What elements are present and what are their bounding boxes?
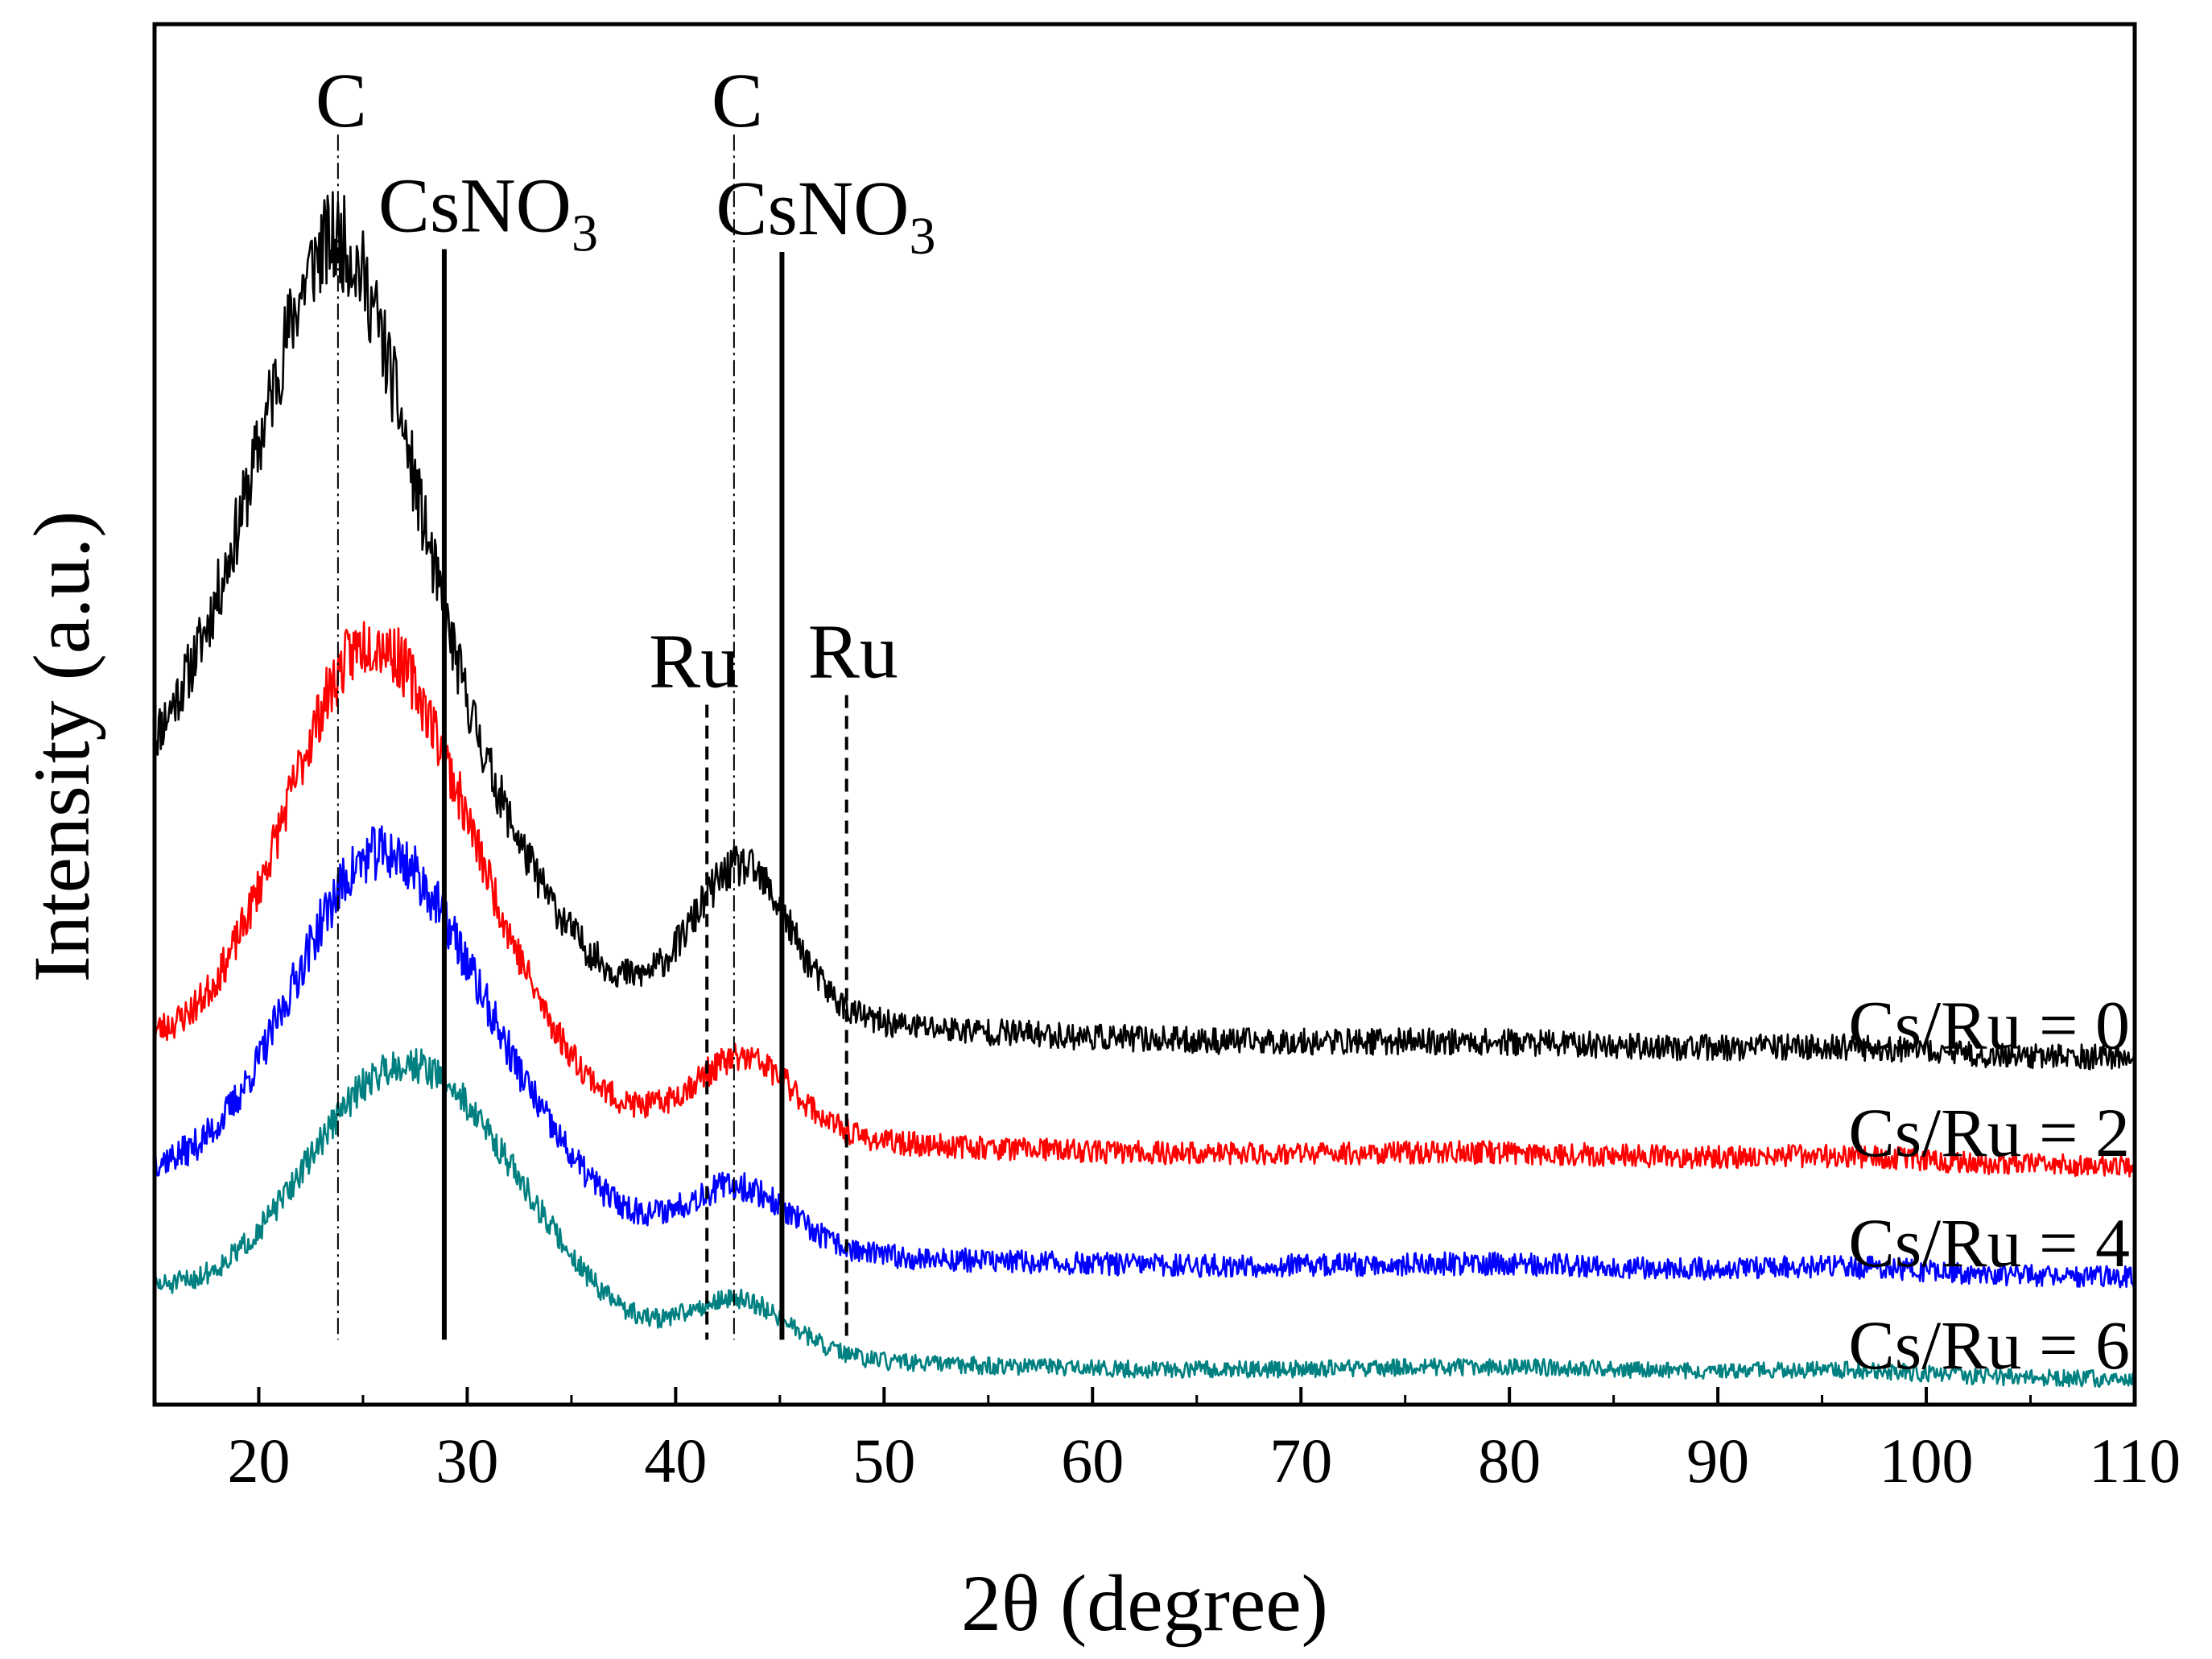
- x-axis-ticks: 20 30 40 50 60 70 80 90 100 110: [153, 1387, 2181, 1496]
- x-tick-label-30: 30: [435, 1426, 498, 1496]
- series-label-4: Cs/Ru = 6: [1848, 1306, 2130, 1384]
- reference-label-c-2: C: [712, 57, 763, 143]
- reference-label-csno3-3: CsNO3: [378, 163, 598, 263]
- x-tick-label-80: 80: [1478, 1426, 1541, 1496]
- x-tick-label-60: 60: [1061, 1426, 1124, 1496]
- reference-label-csno3-4: CsNO3: [716, 165, 935, 266]
- series-label-3: Cs/Ru = 4: [1848, 1204, 2130, 1281]
- x-tick-label-20: 20: [227, 1426, 290, 1496]
- x-tick-label-70: 70: [1269, 1426, 1332, 1496]
- x-tick-label-50: 50: [852, 1426, 915, 1496]
- series-line-4: [153, 1048, 2136, 1389]
- x-axis-title: 2θ (degree): [961, 1558, 1328, 1648]
- x-tick-label-110: 110: [2089, 1426, 2181, 1496]
- y-axis-title: Intensity (a.u.): [17, 511, 106, 983]
- x-tick-label-90: 90: [1686, 1426, 1749, 1496]
- plot-frame: [152, 22, 2137, 1407]
- series-line-2: [153, 621, 2136, 1178]
- series-label-1: Cs/Ru = 0: [1848, 986, 2130, 1063]
- series-label-2: Cs/Ru = 2: [1848, 1094, 2130, 1171]
- series-line-3: [153, 825, 2136, 1289]
- x-tick-label-100: 100: [1880, 1426, 1974, 1496]
- series-line-1: [153, 191, 2136, 1071]
- reference-lines: [336, 134, 848, 1340]
- reference-label-ru-5: Ru: [649, 617, 739, 704]
- reference-label-ru-6: Ru: [808, 608, 898, 694]
- annotations: Cs/Ru = 0Cs/Ru = 2Cs/Ru = 4Cs/Ru = 6C CCs…: [316, 57, 2130, 1384]
- x-tick-label-40: 40: [644, 1426, 707, 1496]
- reference-label-c-1: C: [316, 57, 367, 143]
- series-layer: [153, 191, 2136, 1389]
